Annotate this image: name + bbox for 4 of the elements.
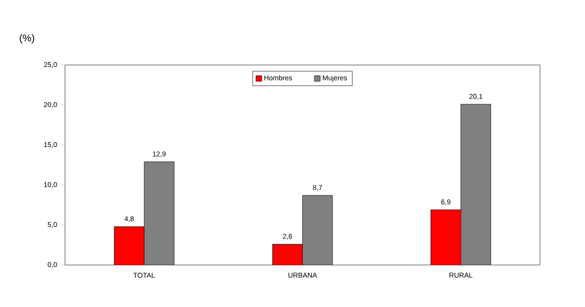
- bar: [430, 210, 462, 265]
- y-axis-title: (%): [20, 34, 34, 44]
- bar: [114, 226, 144, 265]
- bar: [272, 244, 303, 265]
